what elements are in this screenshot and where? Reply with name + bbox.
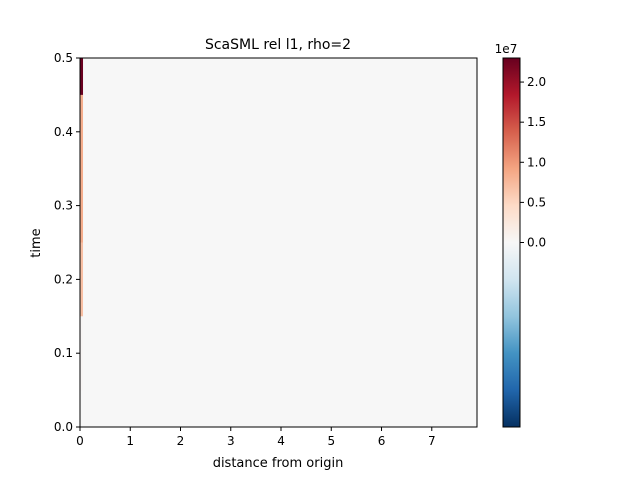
x-tick-label: 3 (227, 434, 235, 448)
colorbar-gradient (503, 58, 520, 427)
x-tick-label: 6 (378, 434, 386, 448)
y-axis-ticks: 0.0 0.1 0.2 0.3 0.4 0.5 (54, 51, 80, 434)
y-axis-label: time (29, 228, 44, 257)
colorbar-exponent-label: 1e7 (495, 42, 518, 56)
x-tick-label: 0 (76, 434, 84, 448)
x-tick-label: 5 (327, 434, 335, 448)
x-tick-label: 7 (428, 434, 436, 448)
heatmap-cell (80, 316, 84, 391)
colorbar-tick-label: 1.0 (527, 155, 546, 169)
x-tick-label: 4 (277, 434, 285, 448)
colorbar-tick-label: 2.0 (527, 75, 546, 89)
y-tick-label: 0.2 (54, 272, 73, 286)
colorbar: 0.0 0.5 1.0 1.5 2.0 1e7 (495, 42, 546, 428)
x-tick-label: 1 (126, 434, 134, 448)
heatmap-cell (80, 390, 84, 427)
x-tick-label: 2 (177, 434, 185, 448)
plot-frame (79, 57, 478, 428)
heatmap-background (80, 58, 477, 427)
heatmap-cell (80, 58, 84, 95)
x-axis-ticks: 0 1 2 3 4 5 6 7 (76, 427, 436, 448)
heatmap-cell (80, 242, 84, 317)
colorbar-tick-label: 0.0 (527, 236, 546, 250)
y-tick-label: 0.0 (54, 420, 73, 434)
chart-title: ScaSML rel l1, rho=2 (205, 37, 351, 53)
y-tick-label: 0.3 (54, 199, 73, 213)
y-tick-label: 0.1 (54, 346, 73, 360)
colorbar-tick-label: 0.5 (527, 195, 546, 209)
heatmap-cells (80, 58, 84, 427)
x-axis-label: distance from origin (213, 456, 344, 471)
y-tick-label: 0.4 (54, 125, 73, 139)
plot-area: 0 1 2 3 4 5 6 7 0.0 0.1 0.2 0.3 0.4 0.5 (54, 51, 478, 448)
heatmap-cell (80, 94, 84, 243)
colorbar-tick-label: 1.5 (527, 115, 546, 129)
y-tick-label: 0.5 (54, 51, 73, 65)
colorbar-ticks: 0.0 0.5 1.0 1.5 2.0 (520, 75, 546, 250)
